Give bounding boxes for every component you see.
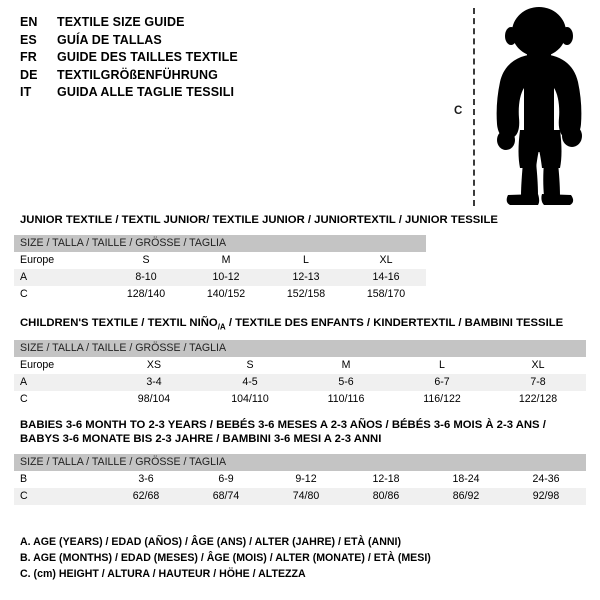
row-cell: M <box>341 359 351 372</box>
language-row-it: IT GUIDA ALLE TAGLIE TESSILI <box>20 84 420 102</box>
language-code: DE <box>20 67 38 82</box>
row-cell: XL <box>379 254 393 266</box>
section-title-line2: BABYS 3-6 MONATE BIS 2-3 JAHRE / BAMBINI… <box>20 433 382 445</box>
table-row: Europe XS S M L XL <box>14 357 587 375</box>
row-cell: 24-36 <box>532 473 560 485</box>
table-header-row: SIZE / TALLA / TAILLE / GRÖSSE / TAGLIA <box>14 235 427 252</box>
legend-block: A. AGE (YEARS) / EDAD (AÑOS) / ÂGE (ANS)… <box>20 534 480 582</box>
row-cell: 140/152 <box>206 288 246 300</box>
table-row: C 128/140 140/152 152/158 158/170 <box>14 286 427 303</box>
row-cell: 128/140 <box>126 288 166 300</box>
row-cell: 8-10 <box>135 271 157 283</box>
row-cell: 116/122 <box>423 393 461 406</box>
language-title: GUIDA ALLE TAGLIE TESSILI <box>57 85 235 99</box>
language-title: GUIDE DES TAILLES TEXTILE <box>57 50 238 64</box>
row-cell: 12-13 <box>292 271 320 283</box>
legend-row-a: A. AGE (YEARS) / EDAD (AÑOS) / ÂGE (ANS)… <box>20 536 401 548</box>
row-label: C <box>20 393 28 406</box>
row-cell: 62/68 <box>132 490 160 502</box>
section-junior-textile: JUNIOR TEXTILE / TEXTIL JUNIOR/ TEXTILE … <box>14 214 498 303</box>
section-title-pre: CHILDREN'S TEXTILE / TEXTIL NIÑO <box>20 317 218 329</box>
row-label: Europe <box>20 359 55 372</box>
table-row: C 98/104 104/110 110/116 116/122 122/128 <box>14 391 587 409</box>
row-label: A <box>20 376 28 389</box>
language-row-de: DE TEXTILGRÖßENFÜHRUNG <box>20 67 420 85</box>
language-title: TEXTILE SIZE GUIDE <box>57 15 185 29</box>
table-header-label: SIZE / TALLA / TAILLE / GRÖSSE / TAGLIA <box>20 456 227 468</box>
row-cell: L <box>303 254 309 266</box>
row-cell: 3-6 <box>138 473 154 485</box>
row-cell: 5-6 <box>338 376 354 389</box>
section-title-post: / TEXTILE DES ENFANTS / KINDERTEXTIL / B… <box>225 317 564 329</box>
row-cell: 10-12 <box>212 271 240 283</box>
language-title: TEXTILGRÖßENFÜHRUNG <box>57 67 218 82</box>
row-cell: 6-9 <box>218 473 234 485</box>
row-label: Europe <box>20 254 55 266</box>
language-code: FR <box>20 50 37 64</box>
legend-row-c: C. (cm) HEIGHT / ALTURA / HAUTEUR / HÖHE… <box>20 568 306 580</box>
row-cell: 92/98 <box>532 490 560 502</box>
table-header-label: SIZE / TALLA / TAILLE / GRÖSSE / TAGLIA <box>20 342 227 355</box>
row-cell: 98/104 <box>137 393 171 406</box>
row-cell: XS <box>146 359 162 372</box>
language-row-fr: FR GUIDE DES TAILLES TEXTILE <box>20 49 420 67</box>
table-row: B 3-6 6-9 9-12 12-18 18-24 24-36 <box>14 471 586 488</box>
language-code: ES <box>20 32 37 47</box>
language-code: EN <box>20 15 38 29</box>
section-title-line1: BABIES 3-6 MONTH TO 2-3 YEARS / BEBÉS 3-… <box>20 419 546 431</box>
row-cell: 6-7 <box>434 376 450 389</box>
row-cell: L <box>439 359 445 372</box>
row-cell: 74/80 <box>292 490 320 502</box>
language-code: IT <box>20 85 32 99</box>
row-cell: 110/116 <box>327 393 365 406</box>
row-cell: XL <box>531 359 545 372</box>
children-size-table: SIZE / TALLA / TAILLE / GRÖSSE / TAGLIA … <box>14 340 587 409</box>
height-measurement-illustration: C <box>440 0 600 212</box>
row-cell: S <box>142 254 150 266</box>
toddler-silhouette-icon <box>496 7 582 205</box>
language-row-en: EN TEXTILE SIZE GUIDE <box>20 14 420 32</box>
table-row: C 62/68 68/74 74/80 80/86 86/92 92/98 <box>14 488 586 505</box>
height-label: C <box>454 105 463 117</box>
table-row: A 8-10 10-12 12-13 14-16 <box>14 269 427 286</box>
section-title-subscript: /A <box>217 322 226 332</box>
junior-size-table: SIZE / TALLA / TAILLE / GRÖSSE / TAGLIA … <box>14 235 427 303</box>
table-header-label: SIZE / TALLA / TAILLE / GRÖSSE / TAGLIA <box>20 237 227 249</box>
section-babies-textile: BABIES 3-6 MONTH TO 2-3 YEARS / BEBÉS 3-… <box>14 419 586 505</box>
row-label: C <box>20 490 28 502</box>
section-childrens-textile: CHILDREN'S TEXTILE / TEXTIL NIÑO/A / TEX… <box>14 317 587 409</box>
row-cell: 3-4 <box>146 376 162 389</box>
row-cell: 18-24 <box>452 473 480 485</box>
legend-row-b: B. AGE (MONTHS) / EDAD (MESES) / ÂGE (MO… <box>20 552 431 564</box>
row-label: B <box>20 473 28 485</box>
row-cell: 86/92 <box>452 490 480 502</box>
table-header-row: SIZE / TALLA / TAILLE / GRÖSSE / TAGLIA <box>14 340 587 358</box>
language-title: GUÍA DE TALLAS <box>57 32 162 47</box>
row-label: C <box>20 288 28 300</box>
language-header-block: EN TEXTILE SIZE GUIDE ES GUÍA DE TALLAS … <box>20 14 420 102</box>
row-cell: 9-12 <box>295 473 317 485</box>
table-row: A 3-4 4-5 5-6 6-7 7-8 <box>14 374 587 392</box>
row-cell: S <box>246 359 254 372</box>
table-header-row: SIZE / TALLA / TAILLE / GRÖSSE / TAGLIA <box>14 454 586 471</box>
row-cell: 152/158 <box>286 288 326 300</box>
babies-size-table: SIZE / TALLA / TAILLE / GRÖSSE / TAGLIA … <box>14 454 586 505</box>
row-cell: 4-5 <box>242 376 258 389</box>
language-row-es: ES GUÍA DE TALLAS <box>20 32 420 50</box>
row-cell: 122/128 <box>518 393 558 406</box>
row-cell: 158/170 <box>366 288 406 300</box>
row-cell: 12-18 <box>372 473 400 485</box>
section-title: CHILDREN'S TEXTILE / TEXTIL NIÑO/A / TEX… <box>20 317 586 331</box>
row-cell: 14-16 <box>372 271 400 283</box>
row-label: A <box>20 271 28 283</box>
section-title: JUNIOR TEXTILE / TEXTIL JUNIOR/ TEXTILE … <box>20 214 498 226</box>
row-cell: 7-8 <box>530 376 546 389</box>
row-cell: M <box>221 254 231 266</box>
row-cell: 68/74 <box>212 490 240 502</box>
table-row: Europe S M L XL <box>14 252 427 269</box>
row-cell: 104/110 <box>231 393 269 406</box>
row-cell: 80/86 <box>372 490 400 502</box>
height-dashed-guideline <box>473 8 475 206</box>
